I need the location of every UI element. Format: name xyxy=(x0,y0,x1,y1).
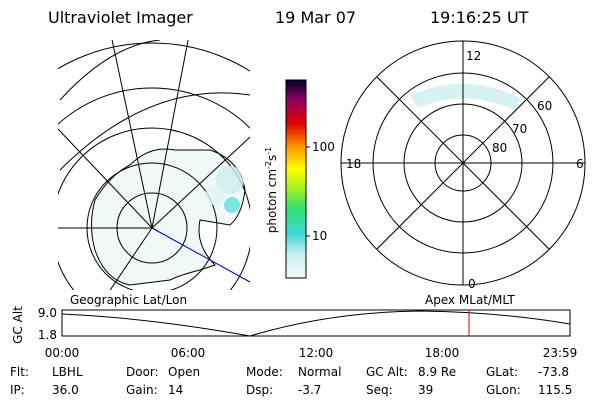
axis-label: GC Alt xyxy=(11,306,25,344)
field-value: 36.0 xyxy=(52,383,79,397)
field-label: Seq: xyxy=(366,383,393,397)
mlt-label: 18 xyxy=(346,157,361,171)
timeline-box xyxy=(61,309,571,337)
lat-label: 70 xyxy=(512,122,527,136)
field-value: -73.8 xyxy=(538,365,569,379)
lat-label: 80 xyxy=(492,141,507,155)
field-value: Normal xyxy=(298,365,341,379)
polar-plot xyxy=(340,40,586,286)
mlt-label: 6 xyxy=(576,157,584,171)
date: 19 Mar 07 xyxy=(275,8,356,27)
field-label: GC Alt: xyxy=(366,365,408,379)
footer: Flt: LBHL IP: 36.0 Door: Open Gain: 14 Mode: Norm… xyxy=(10,365,572,397)
field-label: Dsp: xyxy=(246,383,273,397)
field-value: 39 xyxy=(418,383,433,397)
field-label: GLon: xyxy=(486,383,521,397)
field-value: -3.7 xyxy=(298,383,321,397)
field-value: LBHL xyxy=(52,365,83,379)
field-value: 8.9 Re xyxy=(418,365,456,379)
x-tick-label: 00:00 xyxy=(45,346,80,360)
altitude-curve xyxy=(61,310,571,337)
geographic-map xyxy=(58,40,250,290)
field-label: IP: xyxy=(10,383,25,397)
unit: s xyxy=(265,155,279,161)
x-tick-label: 12:00 xyxy=(299,346,334,360)
field-value: 14 xyxy=(168,383,183,397)
panel-label: Geographic Lat/Lon xyxy=(70,293,187,307)
field-value: 115.5 xyxy=(538,383,572,397)
field-label: Door: xyxy=(126,365,159,379)
colorbar-tick: 100 xyxy=(312,140,335,154)
x-tick-label: 06:00 xyxy=(171,346,206,360)
mlt-label: 0 xyxy=(468,277,476,291)
colorbar-tick: 10 xyxy=(312,229,327,243)
field-label: GLat: xyxy=(486,365,518,379)
x-tick-label: 18:00 xyxy=(425,346,460,360)
field-label: Gain: xyxy=(126,383,158,397)
mlt-label: 12 xyxy=(466,49,481,63)
lat-label: 60 xyxy=(537,99,552,113)
field-label: Mode: xyxy=(246,365,283,379)
x-ticks: 00:00 06:00 12:00 18:00 23:59 xyxy=(45,346,578,360)
time: 19:16:25 UT xyxy=(430,8,529,27)
field-value: Open xyxy=(168,365,200,379)
x-tick-label: 23:59 xyxy=(543,346,578,360)
field-label: Flt: xyxy=(10,365,29,379)
unit: photon cm xyxy=(265,169,279,233)
panel-label: Apex MLat/MLT xyxy=(425,293,515,307)
title: Ultraviolet Imager xyxy=(48,8,193,27)
colorbar-label: photon cm-2s-1 xyxy=(264,147,279,234)
y-tick-label: 1.8 xyxy=(38,328,57,342)
y-tick-label: 9.0 xyxy=(38,306,57,320)
unit-exp: -1 xyxy=(264,147,273,155)
colorbar xyxy=(285,79,307,279)
unit-exp: -2 xyxy=(264,161,273,169)
